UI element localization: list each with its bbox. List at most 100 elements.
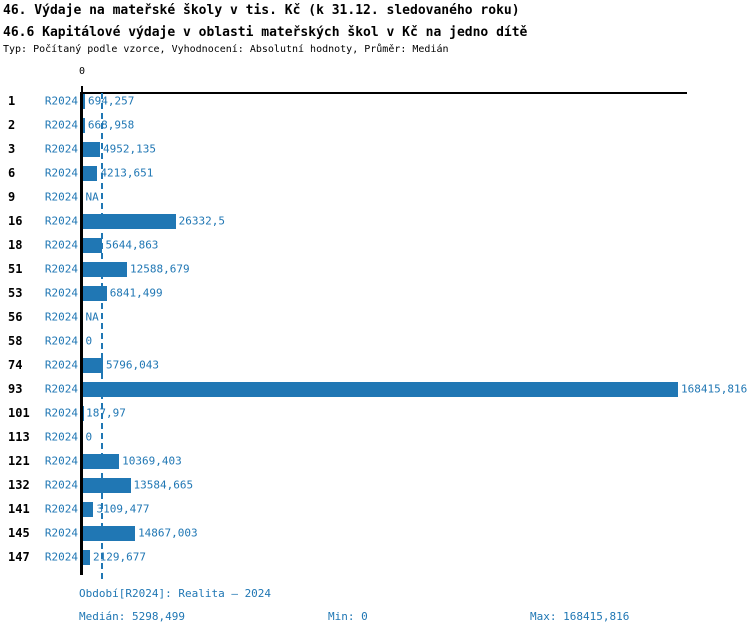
row-period-link[interactable]: R2024 — [44, 334, 78, 348]
row-category-label: 74 — [8, 358, 23, 372]
median-reference-line — [101, 93, 104, 579]
bar — [82, 501, 94, 517]
bar-value-label: 13584,665 — [133, 478, 194, 492]
row-category-label: 101 — [8, 406, 30, 420]
footer-period-label: Období[R2024]: Realita – 2024 — [79, 587, 272, 600]
chart-row: 145 R2024 14867,003 — [0, 521, 750, 545]
bar — [82, 549, 91, 565]
row-category-label: 51 — [8, 262, 23, 276]
footer-median-stat: Medián: 5298,499 — [79, 610, 185, 623]
row-category-label: 132 — [8, 478, 30, 492]
chart-row: 1 R2024 694,257 — [0, 89, 750, 113]
bar — [82, 141, 100, 157]
chart-row: 74 R2024 5796,043 — [0, 353, 750, 377]
chart-subtitle-indicator: 46.6 Kapitálové výdaje v oblasti mateřsk… — [3, 25, 528, 40]
row-category-label: 56 — [8, 310, 23, 324]
row-category-label: 121 — [8, 454, 30, 468]
row-category-label: 58 — [8, 334, 23, 348]
bar-value-label: 5644,863 — [105, 238, 159, 252]
row-period-link[interactable]: R2024 — [44, 166, 78, 180]
bar-value-label: 0 — [85, 334, 93, 348]
bar-value-label: NA — [85, 310, 99, 324]
chart-row: 147 R2024 2129,677 — [0, 545, 750, 569]
bar-value-label: 14867,003 — [138, 526, 198, 540]
chart-row: 58 R2024 0 — [0, 329, 750, 353]
bar — [82, 237, 103, 253]
row-period-link[interactable]: R2024 — [44, 382, 78, 396]
row-category-label: 141 — [8, 502, 30, 516]
bar — [82, 381, 678, 397]
row-category-label: 1 — [8, 94, 16, 108]
bar — [82, 405, 84, 421]
bar — [82, 285, 107, 301]
chart-row: 132 R2024 13584,665 — [0, 473, 750, 497]
row-period-link[interactable]: R2024 — [44, 358, 78, 372]
row-period-link[interactable]: R2024 — [44, 478, 78, 492]
bar-value-label: 26332,5 — [178, 214, 225, 228]
row-category-label: 53 — [8, 286, 23, 300]
row-period-link[interactable]: R2024 — [44, 310, 78, 324]
bar — [82, 357, 103, 373]
chart-row: 121 R2024 10369,403 — [0, 449, 750, 473]
bar-value-label: 3109,477 — [96, 502, 150, 516]
bar-value-label: 187,97 — [86, 406, 126, 420]
bar — [82, 117, 85, 133]
x-axis-zero-tick — [81, 86, 83, 93]
row-category-label: 6 — [8, 166, 16, 180]
chart-row: 6 R2024 4213,651 — [0, 161, 750, 185]
bar-value-label: 6841,499 — [109, 286, 163, 300]
row-category-label: 3 — [8, 142, 16, 156]
row-period-link[interactable]: R2024 — [44, 454, 78, 468]
row-category-label: 147 — [8, 550, 30, 564]
bar — [82, 93, 85, 109]
x-axis-line — [82, 92, 687, 94]
bar-value-label: 12588,679 — [130, 262, 190, 276]
row-period-link[interactable]: R2024 — [44, 118, 78, 132]
bar — [82, 477, 131, 493]
row-period-link[interactable]: R2024 — [44, 262, 78, 276]
row-period-link[interactable]: R2024 — [44, 94, 78, 108]
chart-row: 3 R2024 4952,135 — [0, 137, 750, 161]
row-period-link[interactable]: R2024 — [44, 238, 78, 252]
chart-row: 141 R2024 3109,477 — [0, 497, 750, 521]
row-category-label: 113 — [8, 430, 30, 444]
row-period-link[interactable]: R2024 — [44, 286, 78, 300]
row-period-link[interactable]: R2024 — [44, 190, 78, 204]
chart-row: 101 R2024 187,97 — [0, 401, 750, 425]
row-period-link[interactable]: R2024 — [44, 502, 78, 516]
row-category-label: 2 — [8, 118, 16, 132]
bar-value-label: 5796,043 — [105, 358, 159, 372]
bar-value-label: 2129,677 — [93, 550, 146, 564]
footer-max-stat: Max: 168415,816 — [530, 610, 630, 623]
chart-row: 93 R2024 168415,816 — [0, 377, 750, 401]
bar — [82, 525, 136, 541]
chart-row: 56 R2024 NA — [0, 305, 750, 329]
row-category-label: 16 — [8, 214, 23, 228]
chart-row: 53 R2024 6841,499 — [0, 281, 750, 305]
bar-value-label: 168415,816 — [681, 382, 748, 396]
bar — [82, 213, 176, 229]
chart-row: 18 R2024 5644,863 — [0, 233, 750, 257]
row-period-link[interactable]: R2024 — [44, 142, 78, 156]
row-category-label: 145 — [8, 526, 30, 540]
y-axis-line — [80, 92, 83, 575]
bar-value-label: 668,958 — [87, 118, 135, 132]
row-period-link[interactable]: R2024 — [44, 430, 78, 444]
bar-value-label: 4952,135 — [103, 142, 156, 156]
chart-row: 9 R2024 NA — [0, 185, 750, 209]
row-period-link[interactable]: R2024 — [44, 550, 78, 564]
row-period-link[interactable]: R2024 — [44, 526, 78, 540]
bar-value-label: 10369,403 — [122, 454, 182, 468]
chart-row: 51 R2024 12588,679 — [0, 257, 750, 281]
chart-meta-line: Typ: Počítaný podle vzorce, Vyhodnocení:… — [3, 44, 449, 55]
row-period-link[interactable]: R2024 — [44, 406, 78, 420]
chart-row: 113 R2024 0 — [0, 425, 750, 449]
x-axis-zero-label: 0 — [78, 66, 86, 77]
row-category-label: 93 — [8, 382, 23, 396]
chart-row: 16 R2024 26332,5 — [0, 209, 750, 233]
chart-title: 46. Výdaje na mateřské školy v tis. Kč (… — [3, 3, 520, 18]
bar — [82, 165, 98, 181]
row-period-link[interactable]: R2024 — [44, 214, 78, 228]
